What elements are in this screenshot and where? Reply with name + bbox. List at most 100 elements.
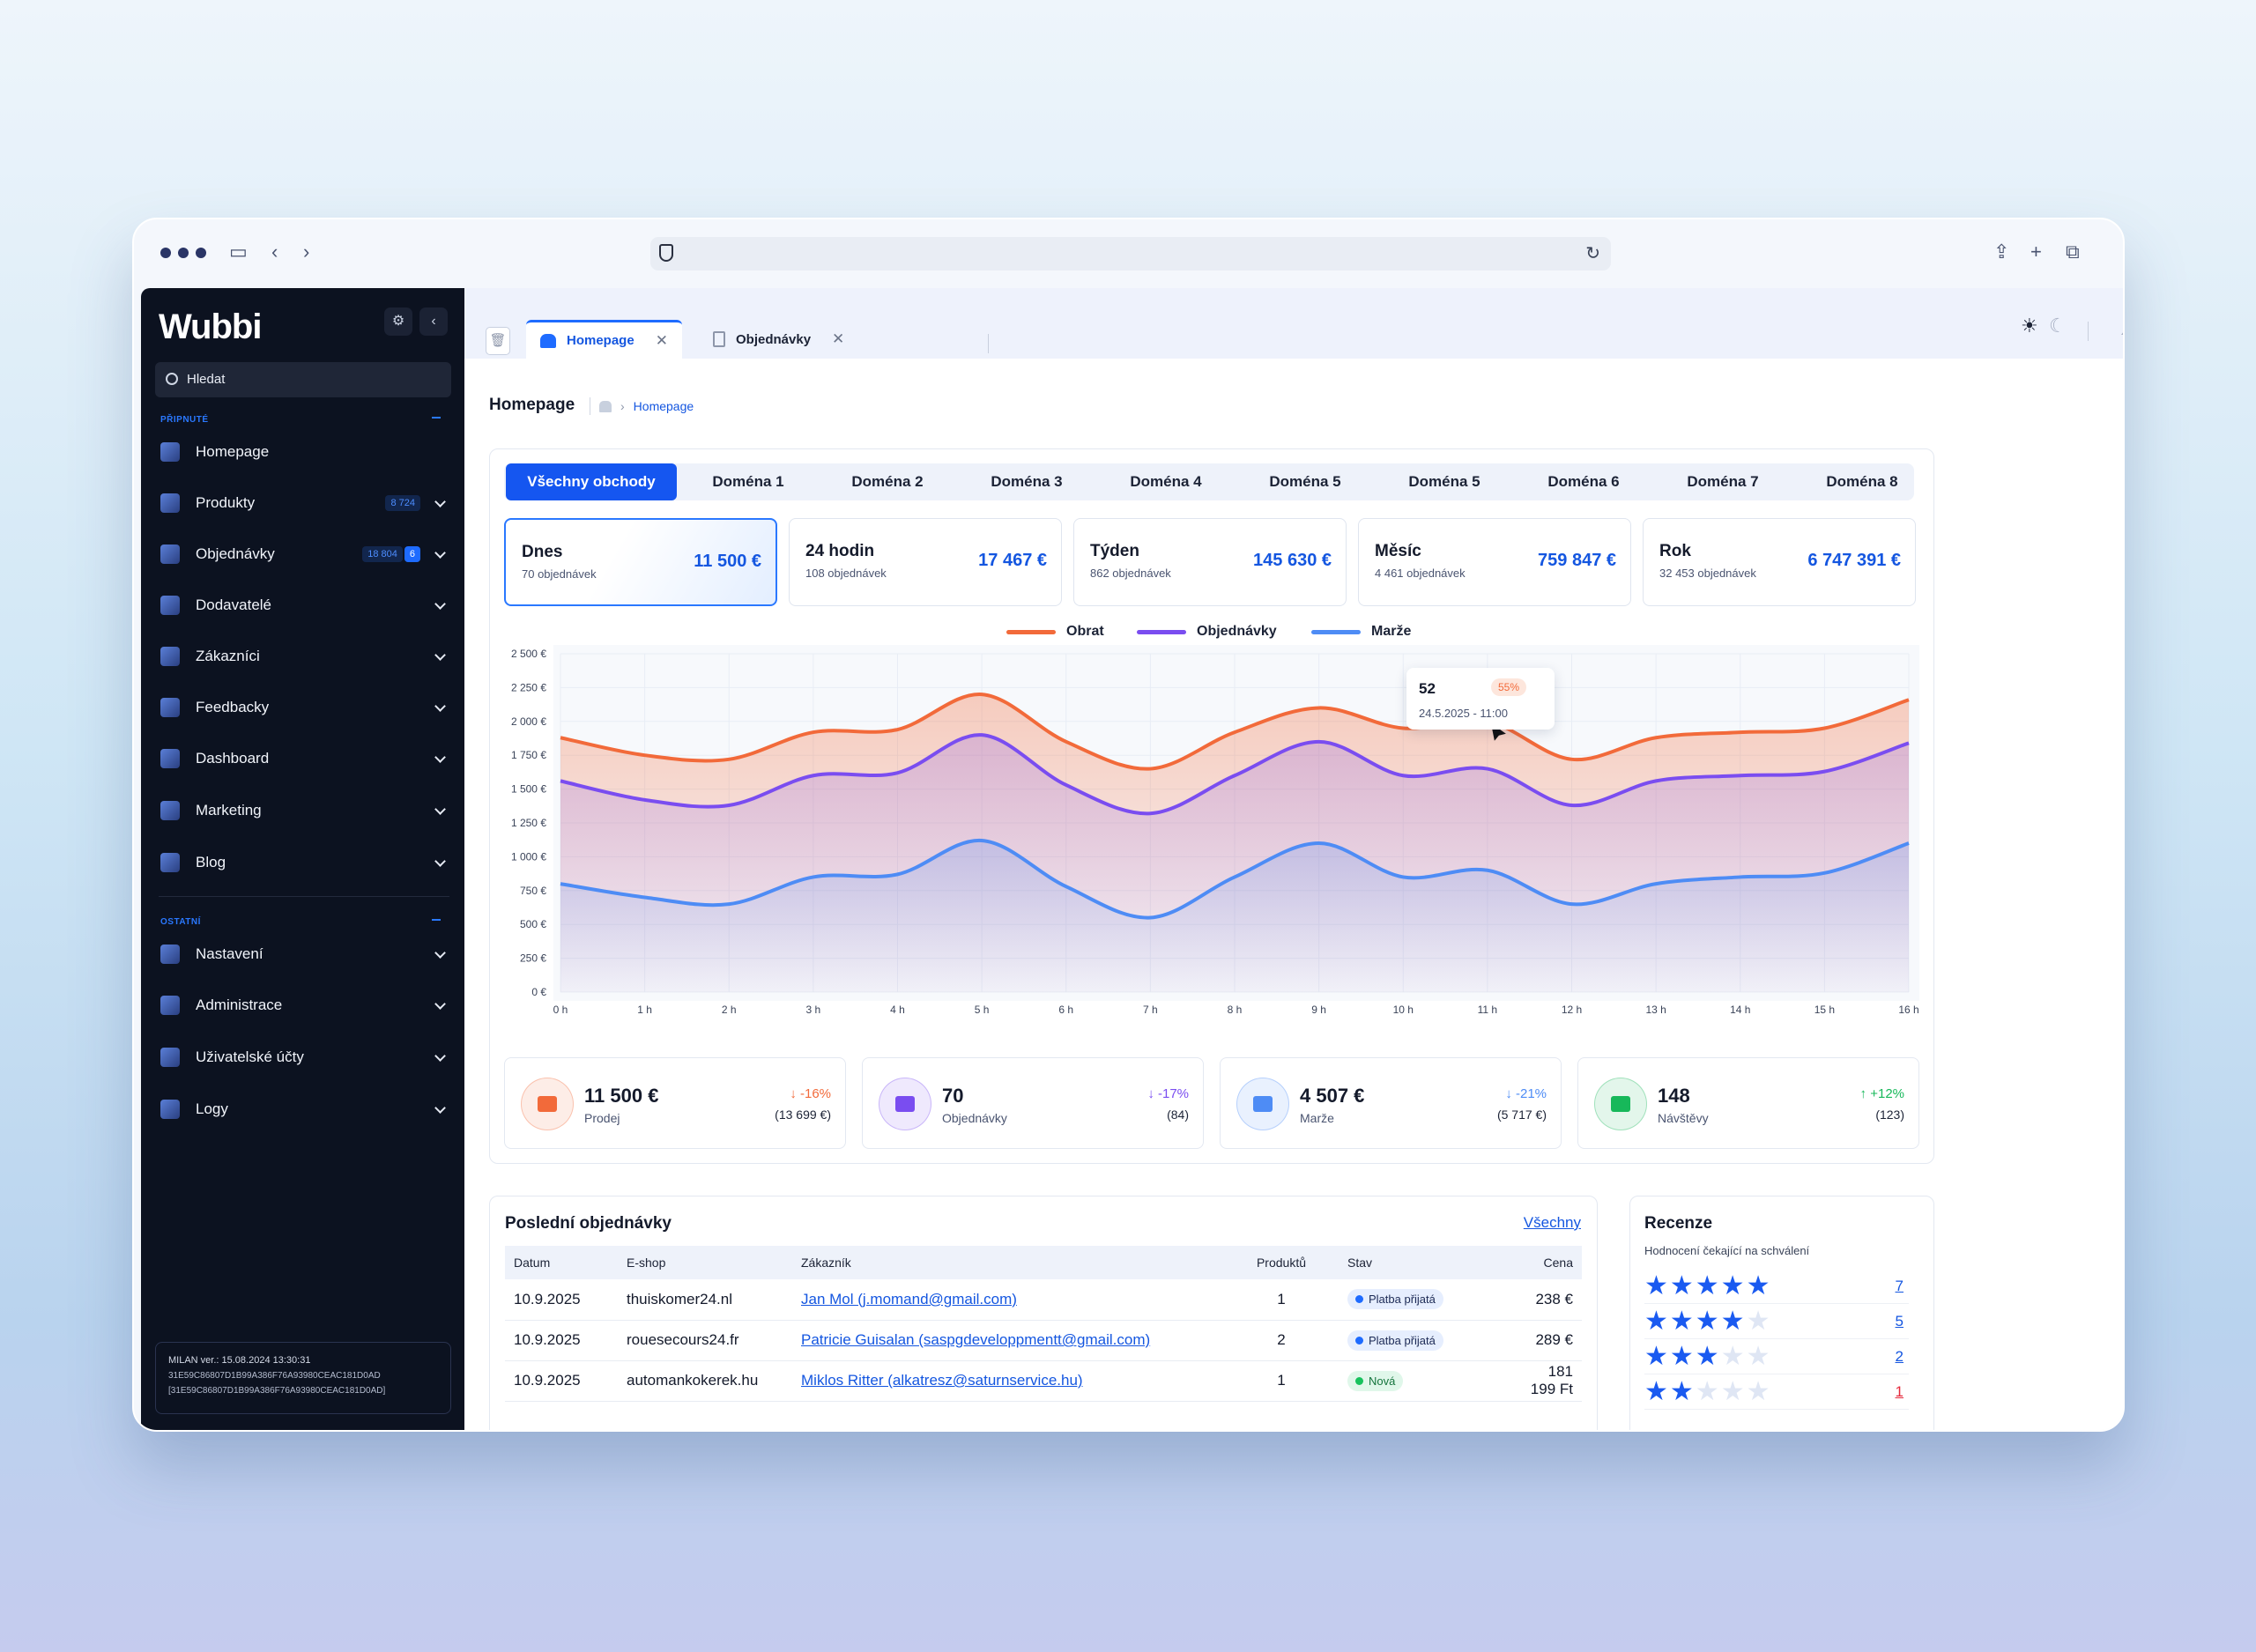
domain-tab[interactable]: Všechny obchody [506, 463, 677, 500]
legend-marze[interactable]: Marže [1311, 624, 1411, 640]
tabs-overview-icon[interactable]: ⧉ [2066, 241, 2080, 263]
chevron-down-icon[interactable] [434, 855, 446, 867]
sidebar-item-homepage[interactable]: Homepage [160, 434, 451, 470]
legend-objednavky[interactable]: Objednávky [1137, 624, 1277, 640]
chevron-down-icon[interactable] [434, 648, 446, 661]
column-header[interactable]: Zákazník [792, 1246, 1224, 1279]
trash-icon[interactable]: 🗑 [486, 327, 510, 355]
notifications-button[interactable]: 3 [2119, 315, 2123, 345]
collapse-sidebar-icon[interactable]: ‹ [419, 307, 448, 336]
period-card[interactable]: 24 hodin 108 objednávek 17 467 € [789, 518, 1062, 606]
period-card[interactable]: Měsíc 4 461 objednávek 759 847 € [1358, 518, 1631, 606]
review-row[interactable]: ★★★★★ 1 [1644, 1376, 1909, 1410]
chevron-down-icon[interactable] [434, 546, 446, 559]
chevron-down-icon[interactable] [434, 495, 446, 507]
chevron-down-icon[interactable] [434, 751, 446, 763]
domain-tab[interactable]: Doména 6 [1547, 473, 1620, 490]
all-orders-link[interactable]: Všechny [1523, 1214, 1581, 1231]
stat-previous: (5 717 €) [1496, 1108, 1547, 1122]
review-count[interactable]: 2 [1895, 1348, 1904, 1365]
address-bar[interactable]: ↻ [650, 237, 1611, 270]
sidebar-item-nastaveni[interactable]: Nastavení [160, 937, 451, 972]
chevron-down-icon[interactable] [434, 700, 446, 712]
back-icon[interactable]: ‹ [271, 241, 278, 263]
sun-icon[interactable]: ☀ [2021, 315, 2038, 337]
table-row[interactable]: 10.9.2025 automankokerek.hu Miklos Ritter … [505, 1360, 1582, 1402]
collapse-section-icon[interactable] [432, 919, 441, 921]
column-header[interactable]: Cena [1515, 1246, 1582, 1279]
forward-icon[interactable]: › [303, 241, 310, 263]
review-count[interactable]: 5 [1895, 1313, 1904, 1330]
sidebar-toggle-icon[interactable]: ▭ [229, 241, 248, 263]
domain-tab[interactable]: Doména 7 [1687, 473, 1759, 490]
column-header[interactable]: E-shop [618, 1246, 792, 1279]
chevron-down-icon[interactable] [434, 597, 446, 610]
moon-icon[interactable]: ☾ [2049, 315, 2067, 337]
domain-tab[interactable]: Doména 3 [991, 473, 1063, 490]
x-tick-label: 13 h [1645, 1004, 1666, 1016]
sidebar-item-feedbacky[interactable]: Feedbacky [160, 690, 451, 725]
collapse-section-icon[interactable] [432, 417, 441, 419]
chevron-down-icon[interactable] [434, 997, 446, 1010]
period-card[interactable]: Týden 862 objednávek 145 630 € [1073, 518, 1347, 606]
share-icon[interactable]: ⇪ [1993, 241, 2010, 263]
column-header[interactable]: Stav [1339, 1246, 1515, 1279]
sidebar-item-marketing[interactable]: Marketing [160, 793, 451, 828]
series-line[interactable] [560, 733, 1910, 816]
sidebar-item-blog[interactable]: Blog [160, 845, 451, 880]
customer-link[interactable]: Jan Mol (j.momand@gmail.com) [801, 1290, 1017, 1308]
sidebar-item-produkty[interactable]: Produkty 8 724 [160, 485, 451, 521]
period-card[interactable]: Rok 32 453 objednávek 6 747 391 € [1643, 518, 1916, 606]
customer-link[interactable]: Patricie Guisalan (saspgdeveloppmentt@gm… [801, 1331, 1151, 1348]
settings-icon[interactable]: ⚙ [384, 307, 412, 336]
revenue-chart[interactable]: 0 € 250 € 500 € 750 € 1 000 € 1 250 € 1 500 € 1… [490, 643, 1935, 1057]
customer-link[interactable]: Miklos Ritter (alkatresz@saturnservice.h… [801, 1372, 1083, 1389]
table-row[interactable]: 10.9.2025 rouesecours24.fr Patricie Guisal… [505, 1320, 1582, 1361]
column-header[interactable]: Produktů [1224, 1246, 1339, 1279]
review-count[interactable]: 7 [1895, 1278, 1904, 1294]
home-icon[interactable] [599, 400, 612, 412]
y-tick-label: 1 250 € [511, 817, 546, 829]
domain-tab[interactable]: Doména 5 [1269, 473, 1341, 490]
sidebar-item-objednavky[interactable]: Objednávky 18 804 6 [160, 537, 451, 572]
tab-homepage[interactable]: Homepage ✕ [526, 320, 682, 359]
breadcrumb-current[interactable]: Homepage [633, 399, 694, 413]
new-tab-icon[interactable]: + [2030, 241, 2042, 263]
review-row[interactable]: ★★★★★ 5 [1644, 1306, 1909, 1339]
stat-icon [1236, 1078, 1289, 1130]
sidebar-item-dashboard[interactable]: Dashboard [160, 741, 451, 776]
review-row[interactable]: ★★★★★ 2 [1644, 1341, 1909, 1374]
domain-tab[interactable]: Doména 2 [851, 473, 924, 490]
sidebar-item-uzivatelske-ucty[interactable]: Uživatelské účty [160, 1040, 451, 1075]
period-card[interactable]: Dnes 70 objednávek 11 500 € [504, 518, 777, 606]
legend-obrat[interactable]: Obrat [1006, 624, 1104, 640]
sidebar-item-dodavatele[interactable]: Dodavatelé [160, 588, 451, 623]
table-row[interactable]: 10.9.2025 thuiskomer24.nl Jan Mol (j.moman… [505, 1279, 1582, 1321]
search-input[interactable]: Hledat [155, 362, 451, 397]
sidebar-item-administrace[interactable]: Administrace [160, 988, 451, 1023]
sidebar-item-zakaznici[interactable]: Zákazníci [160, 639, 451, 674]
domain-tab[interactable]: Doména 5 [1408, 473, 1480, 490]
order-date: 10.9.2025 [505, 1279, 618, 1321]
logo[interactable]: Wubbi [159, 307, 262, 346]
period-value: 759 847 € [1538, 551, 1616, 570]
tab-objednavky[interactable]: Objednávky ✕ [699, 320, 858, 359]
close-icon[interactable]: ✕ [832, 330, 845, 347]
reviews-subtitle: Hodnocení čekající na schválení [1644, 1244, 1810, 1257]
chevron-down-icon[interactable] [434, 1049, 446, 1062]
review-count[interactable]: 1 [1895, 1383, 1904, 1400]
sidebar-item-logy[interactable]: Logy [160, 1092, 451, 1127]
series-line[interactable] [560, 693, 1910, 771]
domain-tab[interactable]: Doména 1 [712, 473, 784, 490]
reload-icon[interactable]: ↻ [1585, 244, 1600, 263]
column-header[interactable]: Datum [505, 1246, 618, 1279]
domain-tab[interactable]: Doména 4 [1130, 473, 1202, 490]
series-line[interactable] [560, 838, 1910, 920]
window-controls[interactable] [160, 248, 206, 258]
chevron-down-icon[interactable] [434, 946, 446, 959]
chevron-down-icon[interactable] [434, 803, 446, 815]
domain-tab[interactable]: Doména 8 [1826, 473, 1898, 490]
close-icon[interactable]: ✕ [655, 331, 668, 349]
chevron-down-icon[interactable] [434, 1101, 446, 1114]
review-row[interactable]: ★★★★★ 7 [1644, 1270, 1909, 1304]
